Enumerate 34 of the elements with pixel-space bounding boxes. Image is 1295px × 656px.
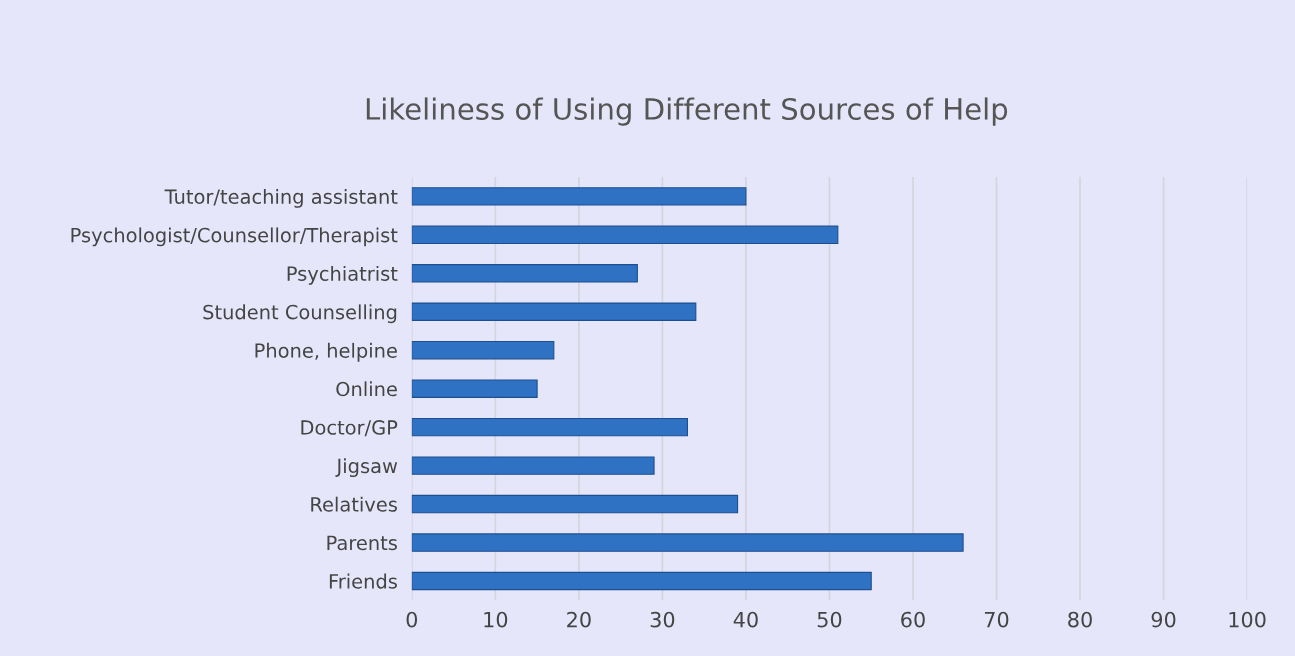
- x-tick-label: 100: [1229, 611, 1266, 628]
- y-tick-label: Online: [336, 381, 397, 397]
- x-tick-label: 60: [901, 611, 925, 628]
- bar: [411, 187, 747, 206]
- x-tick-label: 80: [1068, 611, 1092, 628]
- y-tick-label: Psychiatrist: [287, 265, 398, 285]
- y-tick-label: Student Counselling: [203, 304, 397, 324]
- x-tick-label: 90: [1151, 611, 1176, 628]
- x-tick-label: 50: [817, 611, 842, 628]
- bar: [411, 302, 697, 321]
- bar: [411, 456, 655, 475]
- y-tick-label: Parents: [327, 535, 397, 551]
- bar: [411, 264, 638, 283]
- bar: [411, 379, 538, 398]
- bar: [411, 571, 872, 591]
- chart-title: Likeliness of Using Different Sources of Help: [366, 97, 1008, 126]
- x-tick-label: 10: [484, 611, 508, 628]
- bar: [411, 341, 555, 360]
- bar: [411, 533, 964, 552]
- y-tick-label: Relatives: [311, 496, 397, 512]
- y-tick-label: Jigsaw: [335, 458, 398, 478]
- x-tick-label: 30: [650, 611, 675, 628]
- bar: [411, 494, 739, 514]
- y-tick-label: Psychologist/Counsellor/Therapist: [71, 227, 398, 247]
- y-tick-label: Phone, helpine: [255, 342, 397, 362]
- x-tick-label: 0: [406, 611, 418, 628]
- x-tick-label: 70: [984, 611, 1009, 628]
- bar: [411, 417, 689, 437]
- x-tick-label: 20: [567, 611, 591, 628]
- y-tick-label: Tutor/teaching assistant: [164, 188, 398, 208]
- bar: [411, 225, 839, 245]
- x-tick-label: 40: [733, 611, 758, 628]
- y-tick-label: Doctor/GP: [301, 420, 398, 437]
- y-tick-label: Friends: [329, 573, 397, 589]
